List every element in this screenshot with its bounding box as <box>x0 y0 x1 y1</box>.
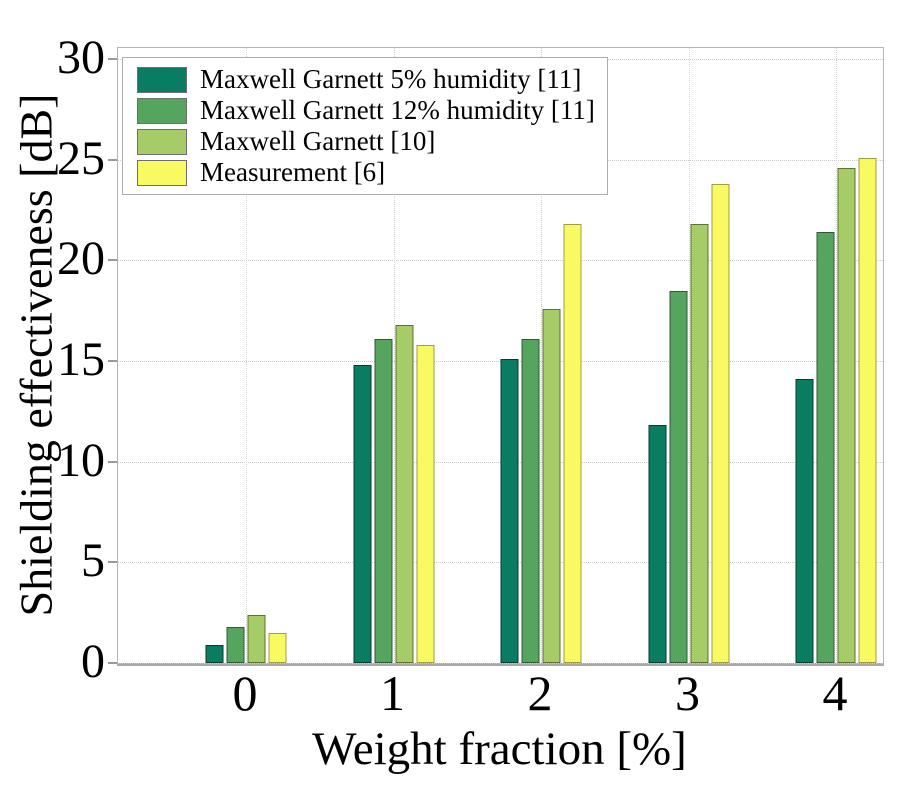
legend-label: Maxwell Garnett 12% humidity [11] <box>200 95 595 125</box>
legend-item: Maxwell Garnett [10] <box>137 128 607 155</box>
bar <box>205 644 224 663</box>
legend-swatch-icon <box>137 97 187 124</box>
legend-item: Maxwell Garnett 12% humidity [11] <box>137 97 607 124</box>
legend-swatch-icon <box>137 128 187 155</box>
legend-label: Maxwell Garnett [10] <box>200 126 436 156</box>
y-tick-label-20: 20 <box>57 232 105 286</box>
h-gridline-0 <box>118 663 883 664</box>
legend-item: Measurement [6] <box>137 159 607 186</box>
x-tick-label-2: 2 <box>527 665 553 721</box>
x-axis-title: Weight fraction [%] <box>312 723 687 775</box>
x-tick-label-1: 1 <box>380 665 405 721</box>
bar <box>542 308 561 663</box>
bar-group-0 <box>205 48 287 663</box>
bar <box>711 183 729 663</box>
legend-label: Maxwell Garnett 5% humidity [11] <box>200 64 582 94</box>
bar <box>858 157 877 663</box>
bar <box>690 224 708 663</box>
bar <box>247 614 266 663</box>
v-gridline-4 <box>836 48 837 663</box>
bar <box>795 379 814 663</box>
bar <box>226 626 245 663</box>
bar <box>416 344 434 663</box>
bar <box>563 224 582 663</box>
bar <box>374 338 392 663</box>
legend-swatch-icon <box>137 66 187 93</box>
y-tick-mark-30 <box>108 58 117 61</box>
bar <box>669 290 687 663</box>
bar-group-2 <box>500 48 582 663</box>
x-tick-label-4: 4 <box>822 665 848 721</box>
bar <box>268 632 287 663</box>
y-tick-label-5: 5 <box>81 534 105 588</box>
x-tick-label-0: 0 <box>232 665 258 721</box>
y-tick-mark-0 <box>108 662 117 664</box>
legend-label: Measurement [6] <box>200 157 386 187</box>
y-tick-label-0: 0 <box>81 635 105 688</box>
y-tick-mark-5 <box>108 561 117 564</box>
bar-group-3 <box>648 48 729 663</box>
v-gridline-0 <box>246 48 247 663</box>
y-tick-label-10: 10 <box>57 433 105 487</box>
y-tick-label-30: 30 <box>57 31 105 85</box>
bar <box>648 425 666 663</box>
y-tick-mark-15 <box>108 360 117 363</box>
y-tick-mark-25 <box>108 158 117 161</box>
y-tick-mark-10 <box>108 460 117 463</box>
bar <box>353 365 371 663</box>
bar <box>395 324 413 663</box>
v-gridline-2 <box>541 48 542 663</box>
legend-item: Maxwell Garnett 5% humidity [11] <box>137 66 607 93</box>
bar <box>521 338 540 663</box>
x-tick-label-3: 3 <box>675 665 700 721</box>
h-gridline-20 <box>118 260 883 262</box>
v-gridline-1 <box>393 48 395 663</box>
bar-group-4 <box>795 48 877 663</box>
bar-group-1 <box>353 48 434 663</box>
y-tick-label-15: 15 <box>57 333 105 387</box>
y-tick-mark-20 <box>108 259 117 262</box>
legend: Maxwell Garnett 5% humidity [11] Maxwell … <box>122 57 608 195</box>
y-tick-label-25: 25 <box>57 131 105 185</box>
bar <box>500 359 519 663</box>
legend-swatch-icon <box>137 159 187 186</box>
bar <box>816 232 835 663</box>
v-gridline-3 <box>688 48 690 663</box>
bar <box>837 167 856 663</box>
